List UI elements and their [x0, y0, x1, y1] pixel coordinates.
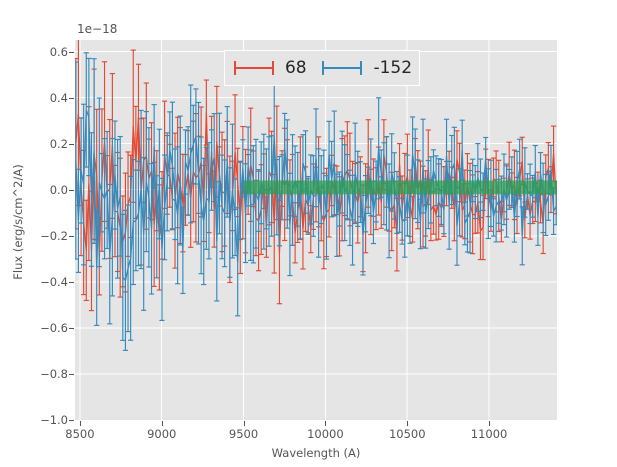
y-tick-label: 0.2 — [49, 136, 68, 151]
y-tick-label: −0.4 — [40, 274, 68, 289]
y-tick-mark — [69, 97, 74, 99]
x-tick-mark — [407, 421, 409, 426]
legend-entry-series-a[interactable]: 68 — [232, 58, 307, 78]
series--152 — [75, 52, 557, 351]
y-tick-mark — [69, 373, 74, 375]
legend-box[interactable]: 68 -152 — [224, 50, 420, 86]
y-tick-label: −0.8 — [40, 366, 68, 381]
x-tick-label: 11000 — [470, 427, 508, 441]
y-tick-mark — [69, 51, 74, 53]
model-band — [243, 180, 557, 195]
y-tick-mark — [69, 281, 74, 283]
legend-label-series-a: 68 — [284, 58, 307, 78]
x-tick-label: 9500 — [228, 427, 259, 441]
y-tick-label: −0.2 — [40, 228, 68, 243]
y-tick-label: −1.0 — [40, 413, 68, 427]
x-tick-label: 10500 — [388, 427, 426, 441]
y-tick-label: 0.4 — [49, 90, 68, 105]
y-axis-offset-text: 1e−18 — [77, 22, 118, 36]
x-tick-mark — [243, 421, 245, 426]
x-tick-label: 10000 — [307, 427, 344, 441]
y-tick-label: −0.6 — [40, 320, 68, 335]
x-tick-mark — [161, 421, 163, 426]
x-tick-label: 9000 — [147, 427, 177, 441]
legend-entry-series-b[interactable]: -152 — [320, 58, 412, 78]
x-tick-mark — [325, 421, 327, 426]
y-axis-title: Flux (erg/s/cm^2/A) — [11, 164, 25, 280]
legend-label-series-b: -152 — [373, 58, 413, 78]
y-tick-mark — [69, 143, 74, 145]
y-tick-mark — [69, 189, 74, 191]
data-series-layer — [75, 40, 557, 351]
y-axis-tick-labels: −1.0 −0.8 −0.6 −0.4 −0.2 0.0 0.2 0.4 0.6 — [0, 40, 68, 428]
x-tick-mark — [489, 421, 491, 426]
y-tick-label: 0.6 — [49, 44, 68, 59]
errorbar-marker-icon — [233, 61, 274, 75]
y-tick-label: 0.0 — [49, 182, 68, 197]
plot-area — [75, 40, 557, 420]
x-axis-tick-labels: 8500 9000 9500 10000 10500 11000 — [65, 424, 557, 444]
y-tick-mark — [69, 420, 74, 421]
y-tick-mark — [69, 235, 74, 237]
errorbar-marker-icon — [322, 61, 363, 75]
x-tick-mark — [79, 421, 81, 426]
x-tick-label: 8500 — [65, 427, 95, 441]
x-axis-title: Wavelength (A) — [271, 446, 361, 460]
y-tick-mark — [69, 327, 74, 329]
